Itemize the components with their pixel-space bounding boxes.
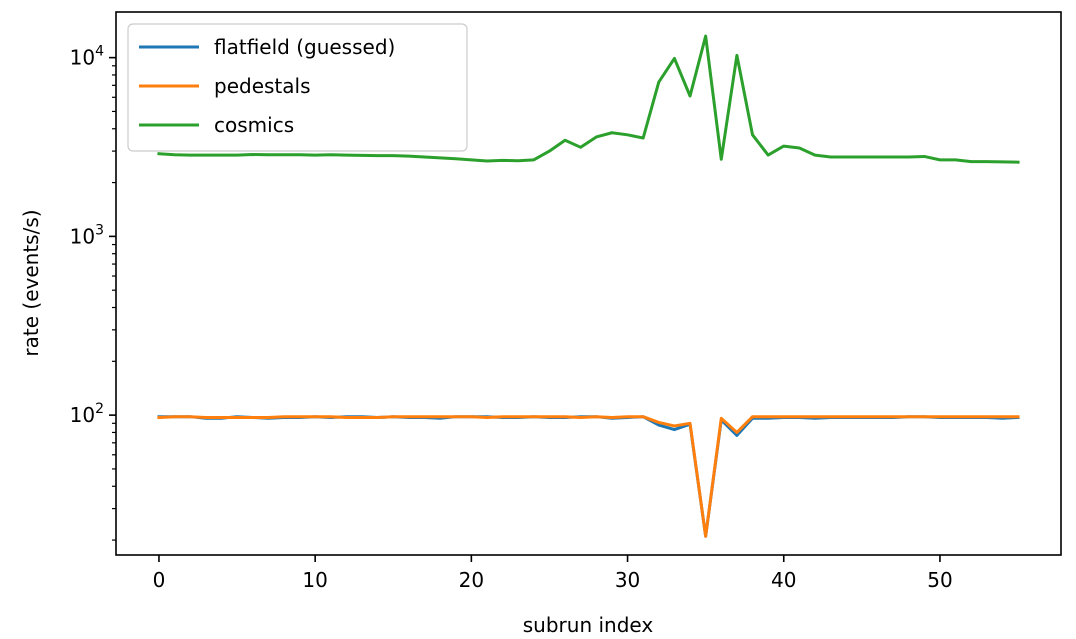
x-tick-label: 20: [459, 568, 484, 592]
x-tick-label: 30: [615, 568, 640, 592]
plot-lines: [157, 34, 1020, 538]
series-line-0: [157, 415, 1020, 538]
x-tick-label: 40: [771, 568, 796, 592]
x-axis-label: subrun index: [523, 613, 654, 637]
x-tick-label: 50: [927, 568, 952, 592]
y-axis-label: rate (events/s): [19, 209, 43, 356]
series-line-1: [157, 415, 1020, 538]
legend-box: [127, 23, 468, 152]
x-tick-label: 10: [302, 568, 327, 592]
y-tick-label: 102: [70, 401, 104, 427]
legend-label: pedestals: [214, 74, 311, 98]
x-tick-label: 0: [153, 568, 166, 592]
y-tick-label: 104: [70, 44, 104, 70]
y-tick-label: 103: [70, 222, 104, 248]
legend: flatfield (guessed) pedestals cosmics: [127, 23, 468, 152]
legend-label: flatfield (guessed): [214, 35, 395, 59]
legend-label: cosmics: [214, 113, 294, 137]
x-axis: 0 10 20 30 40 50: [153, 555, 953, 592]
plot-frame: [115, 11, 1062, 556]
y-axis: 102 103 104: [70, 44, 116, 541]
series-line-2: [157, 34, 1020, 164]
